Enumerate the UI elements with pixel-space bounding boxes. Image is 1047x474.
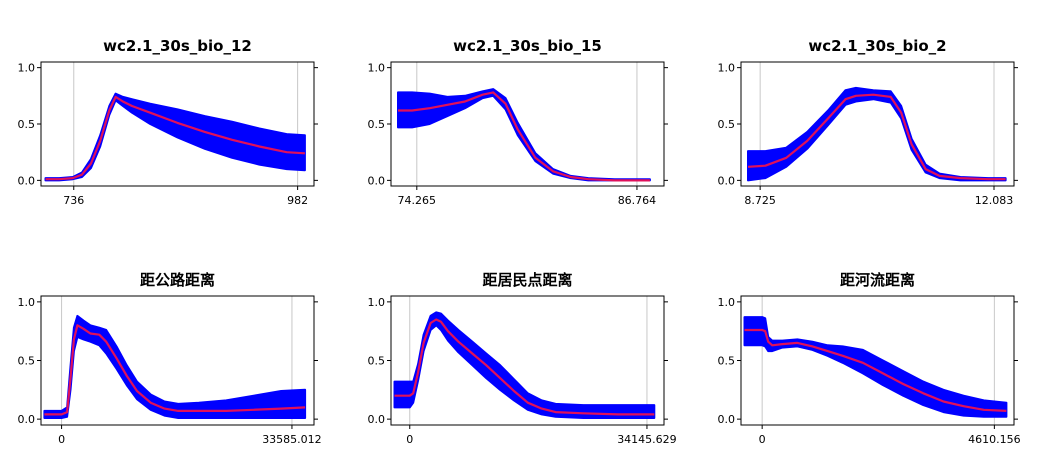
y-tick-label: 0.0: [368, 174, 386, 187]
chart-panel-3: wc2.1_30s_bio_2 0.0 0.5 1.0 8.725 12.083: [718, 37, 1018, 207]
mean-response-line: [394, 318, 655, 416]
mean-response-line: [398, 91, 650, 182]
x-tick-label: 33585.012: [262, 433, 322, 446]
y-tick-label: 0.5: [718, 118, 736, 131]
chart-panel-4: 距公路距离 0.0 0.5 1.0 0 33585.012: [18, 271, 322, 446]
mean-response-line: [44, 324, 306, 416]
mean-response-line: [45, 95, 305, 181]
x-tick-label: 736: [63, 194, 84, 207]
x-tick-label: 0: [759, 433, 766, 446]
y-tick-label: 0.5: [18, 355, 36, 368]
x-tick-label: 4610.156: [968, 433, 1021, 446]
y-tick-label: 0.5: [368, 118, 386, 131]
x-tick-label: 0: [58, 433, 65, 446]
chart-title: 距居民点距离: [482, 271, 572, 289]
y-tick-label: 0.0: [368, 413, 386, 426]
y-tick-label: 1.0: [718, 62, 736, 75]
y-tick-label: 1.0: [718, 296, 736, 309]
y-tick-label: 1.0: [368, 62, 386, 75]
y-tick-label: 0.5: [368, 355, 386, 368]
chart-title: 距公路距离: [140, 271, 215, 289]
y-tick-label: 1.0: [18, 296, 36, 309]
chart-title: wc2.1_30s_bio_2: [808, 37, 946, 55]
y-tick-label: 0.0: [718, 174, 736, 187]
mean-response-line: [747, 93, 1006, 181]
confidence-band: [397, 88, 651, 182]
confidence-band: [747, 86, 1007, 182]
x-tick-label: 34145.629: [617, 433, 677, 446]
confidence-band: [44, 92, 306, 182]
confidence-band: [743, 316, 1008, 418]
y-tick-label: 1.0: [368, 296, 386, 309]
chart-panel-5: 距居民点距离 0.0 0.5 1.0 0 34145.629: [368, 271, 677, 446]
y-tick-label: 1.0: [18, 62, 36, 75]
confidence-band: [43, 314, 307, 419]
x-tick-label: 8.725: [744, 194, 776, 207]
x-tick-label: 12.083: [975, 194, 1014, 207]
mean-response-line: [744, 328, 1007, 412]
chart-panel-2: wc2.1_30s_bio_15 0.0 0.5 1.0 74.265 86.764: [368, 37, 668, 207]
y-tick-label: 0.5: [718, 355, 736, 368]
confidence-band: [393, 311, 656, 419]
chart-title: 距河流距离: [840, 271, 915, 289]
chart-panel-1: wc2.1_30s_bio_12 0.0 0.5 1.0 736 982: [18, 37, 318, 207]
chart-title: wc2.1_30s_bio_12: [103, 37, 252, 55]
x-tick-label: 0: [406, 433, 413, 446]
y-tick-label: 0.0: [718, 413, 736, 426]
chart-panel-6: 距河流距离 0.0 0.5 1.0 0 4610.156: [718, 271, 1021, 446]
y-tick-label: 0.0: [18, 174, 36, 187]
chart-title: wc2.1_30s_bio_15: [453, 37, 602, 55]
y-tick-label: 0.5: [18, 118, 36, 131]
x-tick-label: 86.764: [618, 194, 657, 207]
y-tick-label: 0.0: [18, 413, 36, 426]
x-tick-label: 74.265: [398, 194, 437, 207]
x-tick-label: 982: [287, 194, 308, 207]
